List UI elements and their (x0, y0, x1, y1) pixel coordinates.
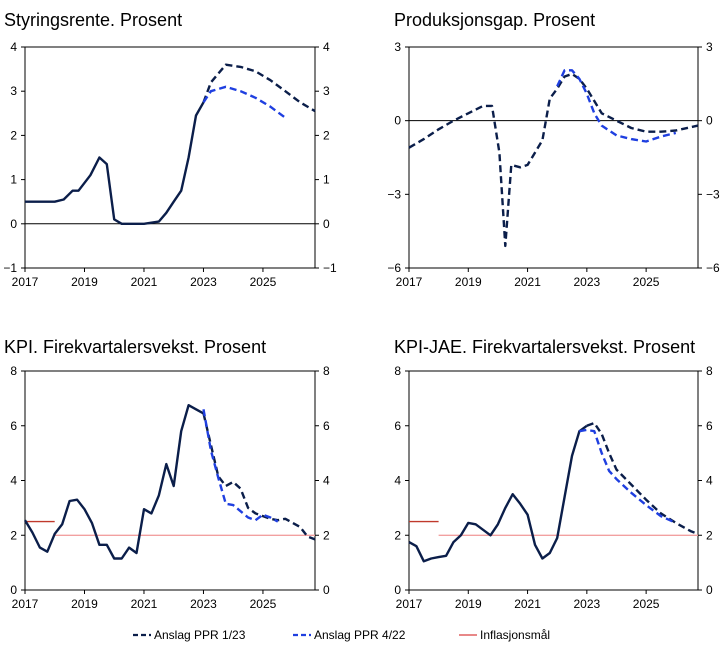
series-line-3-3 (586, 421, 699, 536)
y-tick-label-right-0-2: 2 (323, 128, 330, 142)
y-tick-label-left-0-2: 2 (10, 128, 17, 142)
x-tick-label-0-2: 2021 (131, 275, 158, 289)
x-tick-label-0-4: 2025 (250, 275, 277, 289)
y-tick-label-right-3-4: 0 (706, 583, 713, 597)
series-line-2-4 (202, 409, 279, 523)
y-tick-label-left-3-4: 0 (394, 583, 401, 597)
y-tick-label-left-2-1: 6 (10, 419, 17, 433)
plot-frame-1 (408, 46, 699, 269)
x-tick-label-3-0: 2017 (396, 597, 423, 611)
y-tick-label-right-0-3: 1 (323, 173, 330, 187)
panel-title-kpi: KPI. Firekvartalersvekst. Prosent (4, 337, 267, 357)
x-tick-label-1-3: 2023 (573, 275, 600, 289)
legend-swatch-ppr-4-22 (293, 633, 311, 637)
legend-label-inflasjonsmal: Inflasjonsmål (480, 628, 551, 642)
y-tick-label-left-1-1: 0 (394, 114, 401, 128)
series-line-1-1 (556, 69, 677, 143)
y-tick-label-right-3-2: 4 (706, 474, 713, 488)
y-tick-label-left-3-1: 6 (394, 419, 401, 433)
y-tick-label-right-0-1: 3 (323, 84, 330, 98)
y-tick-label-right-2-4: 0 (323, 583, 330, 597)
y-tick-label-right-1-0: 3 (706, 40, 713, 54)
y-tick-label-left-2-2: 4 (10, 474, 17, 488)
y-tick-label-right-2-3: 2 (323, 528, 330, 542)
y-tick-label-left-2-4: 0 (10, 583, 17, 597)
x-tick-label-1-2: 2021 (514, 275, 541, 289)
x-tick-label-2-2: 2021 (131, 597, 158, 611)
x-tick-label-3-2: 2021 (514, 597, 541, 611)
series-line-2-2 (23, 404, 205, 560)
legend-item-ppr-4-22: Anslag PPR 4/22 (293, 626, 405, 644)
x-tick-label-3-3: 2023 (573, 597, 600, 611)
y-tick-label-left-0-0: 4 (10, 40, 17, 54)
y-tick-label-left-3-0: 8 (394, 364, 401, 378)
y-tick-label-left-0-1: 3 (10, 84, 17, 98)
y-tick-label-left-0-3: 1 (10, 173, 17, 187)
y-tick-label-right-2-2: 4 (323, 474, 330, 488)
plot-frame-0 (24, 46, 316, 269)
legend: Anslag PPR 1/23 Anslag PPR 4/22 Inflasjo… (0, 622, 722, 648)
y-tick-label-right-0-5: −1 (323, 261, 337, 275)
y-tick-label-right-0-0: 4 (323, 40, 330, 54)
x-tick-label-0-3: 2023 (190, 275, 217, 289)
y-tick-label-right-3-3: 2 (706, 528, 713, 542)
panel-title-styringsrente: Styringsrente. Prosent (4, 10, 183, 30)
panel-title-kpi-jae: KPI-JAE. Firekvartalersvekst. Prosent (394, 337, 696, 357)
panel-title-produksjonsgap: Produksjonsgap. Prosent (394, 10, 596, 30)
y-tick-label-left-1-3: −6 (387, 261, 401, 275)
series-line-0-2 (202, 85, 287, 119)
plot-frame-3 (408, 370, 699, 591)
legend-swatch-ppr-1-23 (133, 633, 151, 637)
x-tick-label-2-4: 2025 (250, 597, 277, 611)
x-tick-label-2-0: 2017 (12, 597, 39, 611)
y-tick-label-left-2-3: 2 (10, 528, 17, 542)
plot-frame-2 (24, 370, 316, 591)
legend-item-ppr-1-23: Anslag PPR 1/23 (133, 626, 245, 644)
legend-label-ppr-1-23: Anslag PPR 1/23 (154, 628, 246, 642)
series-line-3-2 (408, 424, 588, 563)
y-tick-label-left-0-5: −1 (3, 261, 17, 275)
y-tick-label-right-3-1: 6 (706, 419, 713, 433)
x-tick-label-1-4: 2025 (633, 275, 660, 289)
x-tick-label-3-4: 2025 (633, 597, 660, 611)
x-tick-label-0-1: 2019 (71, 275, 98, 289)
y-tick-label-right-2-1: 6 (323, 419, 330, 433)
x-tick-label-1-0: 2017 (396, 275, 423, 289)
series-line-1-0 (408, 72, 699, 248)
x-tick-label-2-3: 2023 (190, 597, 217, 611)
y-tick-label-left-1-2: −3 (387, 187, 401, 201)
y-tick-label-right-1-1: 0 (706, 114, 713, 128)
series-line-0-0 (25, 101, 205, 226)
y-tick-label-right-2-0: 8 (323, 364, 330, 378)
legend-item-inflasjonsmal: Inflasjonsmål (459, 626, 550, 644)
legend-label-ppr-4-22: Anslag PPR 4/22 (314, 628, 406, 642)
series-line-2-3 (202, 413, 316, 541)
legend-swatch-inflasjonsmal (459, 634, 477, 636)
x-tick-label-3-1: 2019 (455, 597, 482, 611)
x-tick-label-2-1: 2019 (71, 597, 98, 611)
x-tick-label-1-1: 2019 (455, 275, 482, 289)
y-tick-label-left-0-4: 0 (10, 217, 17, 231)
y-tick-label-left-2-0: 8 (10, 364, 17, 378)
y-tick-label-left-3-3: 2 (394, 528, 401, 542)
series-line-3-4 (579, 428, 677, 524)
y-tick-label-right-1-3: −6 (706, 261, 720, 275)
y-tick-label-left-3-2: 4 (394, 474, 401, 488)
y-tick-label-right-3-0: 8 (706, 364, 713, 378)
x-tick-label-0-0: 2017 (12, 275, 39, 289)
y-tick-label-right-1-2: −3 (706, 187, 720, 201)
y-tick-label-right-0-4: 0 (323, 217, 330, 231)
y-tick-label-left-1-0: 3 (394, 40, 401, 54)
series-line-0-1 (202, 63, 316, 113)
